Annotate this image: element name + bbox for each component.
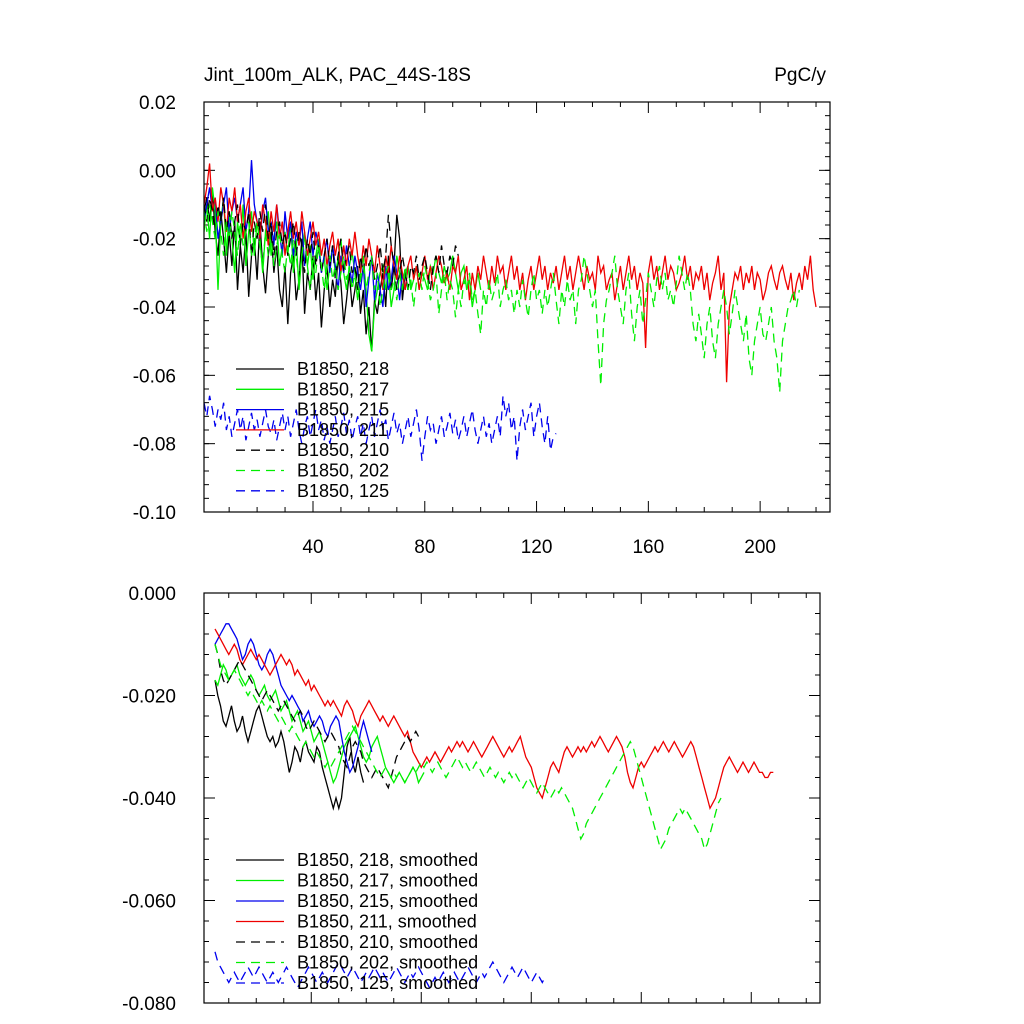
series-line [214,663,425,785]
legend-label: B1850, 202, smoothed [297,953,478,973]
y-tick-label: -0.060 [122,892,176,913]
top-series-lines [204,160,817,461]
y-tick-label: -0.04 [133,298,177,319]
legend-label: B1850, 215, smoothed [297,891,478,911]
top-panel-title: Jint_100m_ALK, PAC_44S-18S [204,65,471,86]
series-line [214,644,722,852]
y-tick-label: -0.02 [133,230,176,251]
series-line [214,679,365,811]
x-tick-label: 120 [521,537,553,558]
bottom-panel: 0.000 -0.020 -0.040 -0.060 -0.080 B1850, 218… [122,584,821,1015]
top-plot-frame [203,101,831,513]
series-line [204,163,817,383]
top-panel: Jint_100m_ALK, PAC_44S-18S PgC/y 0.02 0.0… [133,65,831,558]
y-tick-label: 0.02 [139,93,176,114]
legend-label: B1850, 215 [297,400,389,420]
x-tick-label: 200 [744,537,776,558]
series-line [214,623,373,775]
legend-label: B1850, 125 [297,481,389,501]
series-line [214,628,774,811]
y-tick-label: -0.08 [133,435,176,456]
legend-label: B1850, 217, smoothed [297,871,478,891]
y-tick-label: -0.020 [122,687,176,708]
bottom-series-lines [214,623,774,989]
legend-label: B1850, 211, smoothed [297,912,477,932]
legend-label: B1850, 211 [297,420,388,440]
y-tick-label: -0.06 [133,366,176,387]
series-line [204,395,557,461]
series-line [204,197,459,291]
y-tick-label: -0.080 [122,994,176,1015]
legend-label: B1850, 218, smoothed [297,850,478,870]
series-line [214,644,420,790]
y-tick-label: 0.00 [139,161,176,182]
legend-label: B1850, 125, smoothed [297,973,478,993]
series-line [214,951,546,989]
y-tick-label: -0.10 [133,503,176,524]
legend-label: B1850, 217 [297,379,389,399]
x-tick-label: 40 [302,537,323,558]
x-tick-label: 80 [414,537,435,558]
bottom-axes: 0.000 -0.020 -0.040 -0.060 -0.080 [122,584,820,1015]
legend-label: B1850, 218 [297,359,389,379]
bottom-plot-frame [203,592,821,1004]
top-panel-units: PgC/y [774,65,826,86]
legend-label: B1850, 210 [297,440,389,460]
y-tick-label: 0.000 [128,584,176,605]
legend-label: B1850, 202 [297,461,389,481]
y-tick-label: -0.040 [122,789,176,810]
x-tick-label: 160 [632,537,664,558]
legend-label: B1850, 210, smoothed [297,932,478,952]
